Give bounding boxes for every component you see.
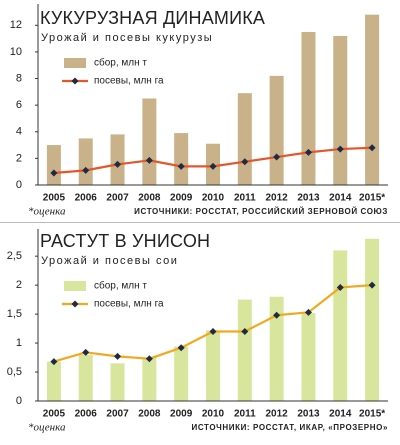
- x-tick-label: 2009: [170, 409, 193, 420]
- legend-label: сбор, млн т: [94, 57, 147, 69]
- marker: [273, 153, 281, 161]
- x-tick-label: 2011: [234, 409, 256, 420]
- marker: [145, 355, 153, 363]
- bar: [110, 134, 125, 185]
- chart-subtitle: Урожай и посевы сои: [41, 255, 178, 267]
- footnote: *оценка: [28, 206, 66, 218]
- bar: [333, 250, 348, 401]
- chart: 0 2 4 6 8 10 12 2005 2006 2007 2008 2009 2010 2011 201…: [10, 4, 388, 218]
- marker: [145, 156, 153, 164]
- legend-swatch: [64, 58, 86, 68]
- footnote: *оценка: [28, 422, 66, 434]
- x-tick-label: 2008: [138, 409, 161, 420]
- bar: [206, 330, 220, 401]
- marker: [241, 327, 249, 335]
- marker: [368, 281, 376, 289]
- y-tick-label: 1,5: [7, 308, 22, 320]
- bar: [269, 296, 284, 401]
- source: ИСТОЧНИКИ: РОССТАТ, РОССИЙСКИЙ ЗЕРНОВОЙ …: [134, 207, 388, 216]
- marker: [114, 160, 122, 168]
- marker: [368, 144, 376, 152]
- x-tick-label: 2012: [266, 193, 289, 204]
- legend-label: сбор, млн т: [94, 280, 147, 292]
- y-tick-label: 6: [16, 99, 22, 111]
- bar: [365, 238, 380, 401]
- x-tick-label: 2009: [170, 193, 193, 204]
- marker: [209, 162, 217, 170]
- bar: [269, 75, 284, 185]
- marker: [177, 162, 185, 170]
- x-tick-label: 2014: [329, 409, 352, 420]
- marker: [336, 283, 344, 291]
- x-tick-label: 2005: [43, 409, 66, 420]
- bar: [174, 346, 189, 401]
- x-tick-label: 2011: [234, 193, 256, 204]
- marker: [336, 145, 344, 153]
- bar: [333, 35, 348, 185]
- x-tick-label: 2007: [106, 409, 129, 420]
- legend-marker: [71, 77, 79, 85]
- y-tick-label: 2,5: [7, 250, 22, 262]
- x-tick-label: 2012: [266, 409, 289, 420]
- x-tick-label: 2008: [138, 193, 161, 204]
- legend-label: посевы, млн га: [94, 76, 164, 87]
- y-tick-label: 2: [16, 279, 22, 291]
- bar: [142, 357, 157, 401]
- x-tick-label: 2013: [297, 193, 320, 204]
- x-tick-label: 2015*: [359, 409, 385, 420]
- x-tick-label: 2014: [329, 193, 352, 204]
- marker: [304, 308, 312, 316]
- y-tick-label: 10: [10, 46, 22, 58]
- x-tick-label: 2010: [202, 193, 225, 204]
- x-tick-label: 2010: [202, 409, 225, 420]
- marker: [82, 166, 90, 174]
- bar: [78, 138, 93, 185]
- x-tick-label: 2006: [75, 409, 98, 420]
- x-tick-label: 2007: [106, 193, 129, 204]
- chart-subtitle: Урожай и посевы кукурузы: [41, 32, 213, 44]
- x-tick-label: 2013: [297, 409, 320, 420]
- bar: [365, 14, 380, 186]
- marker: [273, 311, 281, 319]
- marker: [209, 327, 217, 335]
- y-tick-label: 2: [16, 152, 22, 164]
- y-tick-label: 12: [10, 19, 22, 31]
- y-tick-label: 1: [16, 337, 22, 349]
- x-tick-label: 2006: [75, 193, 98, 204]
- y-tick-label: 0,5: [7, 366, 22, 378]
- bar: [46, 361, 61, 401]
- legend-label: посевы, млн га: [94, 299, 164, 310]
- marker: [177, 344, 185, 352]
- bar: [110, 363, 125, 401]
- bar: [78, 354, 93, 401]
- bar: [46, 145, 61, 185]
- bar: [174, 133, 189, 185]
- bar: [301, 31, 316, 185]
- chart-title: РАСТУТ В УНИСОН: [40, 231, 210, 251]
- marker: [114, 352, 122, 360]
- bar: [237, 93, 252, 185]
- x-tick-label: 2005: [43, 193, 66, 204]
- bar: [142, 98, 157, 185]
- marker: [241, 158, 249, 166]
- y-tick-label: 4: [16, 126, 22, 138]
- marker: [82, 348, 90, 356]
- marker: [304, 148, 312, 156]
- chart: 0 0,5 1 1,5 2 2,5 2005 2006 2007 2008 2009 2010 2011…: [0, 222, 400, 434]
- x-tick-label: 2015*: [359, 193, 385, 204]
- source: ИСТОЧНИКИ: РОССТАТ, ИКАР, «ПРОЗЕРНО»: [192, 423, 388, 432]
- marker: [50, 169, 58, 177]
- y-tick-label: 0: [16, 395, 22, 407]
- y-tick-label: 0: [16, 179, 22, 191]
- bar: [237, 299, 252, 401]
- marker: [50, 358, 58, 366]
- bar: [301, 312, 316, 401]
- legend-marker: [71, 300, 79, 308]
- chart-title: КУКУРУЗНАЯ ДИНАМИКА: [40, 8, 265, 28]
- y-tick-label: 8: [16, 72, 22, 84]
- legend-swatch: [64, 281, 86, 291]
